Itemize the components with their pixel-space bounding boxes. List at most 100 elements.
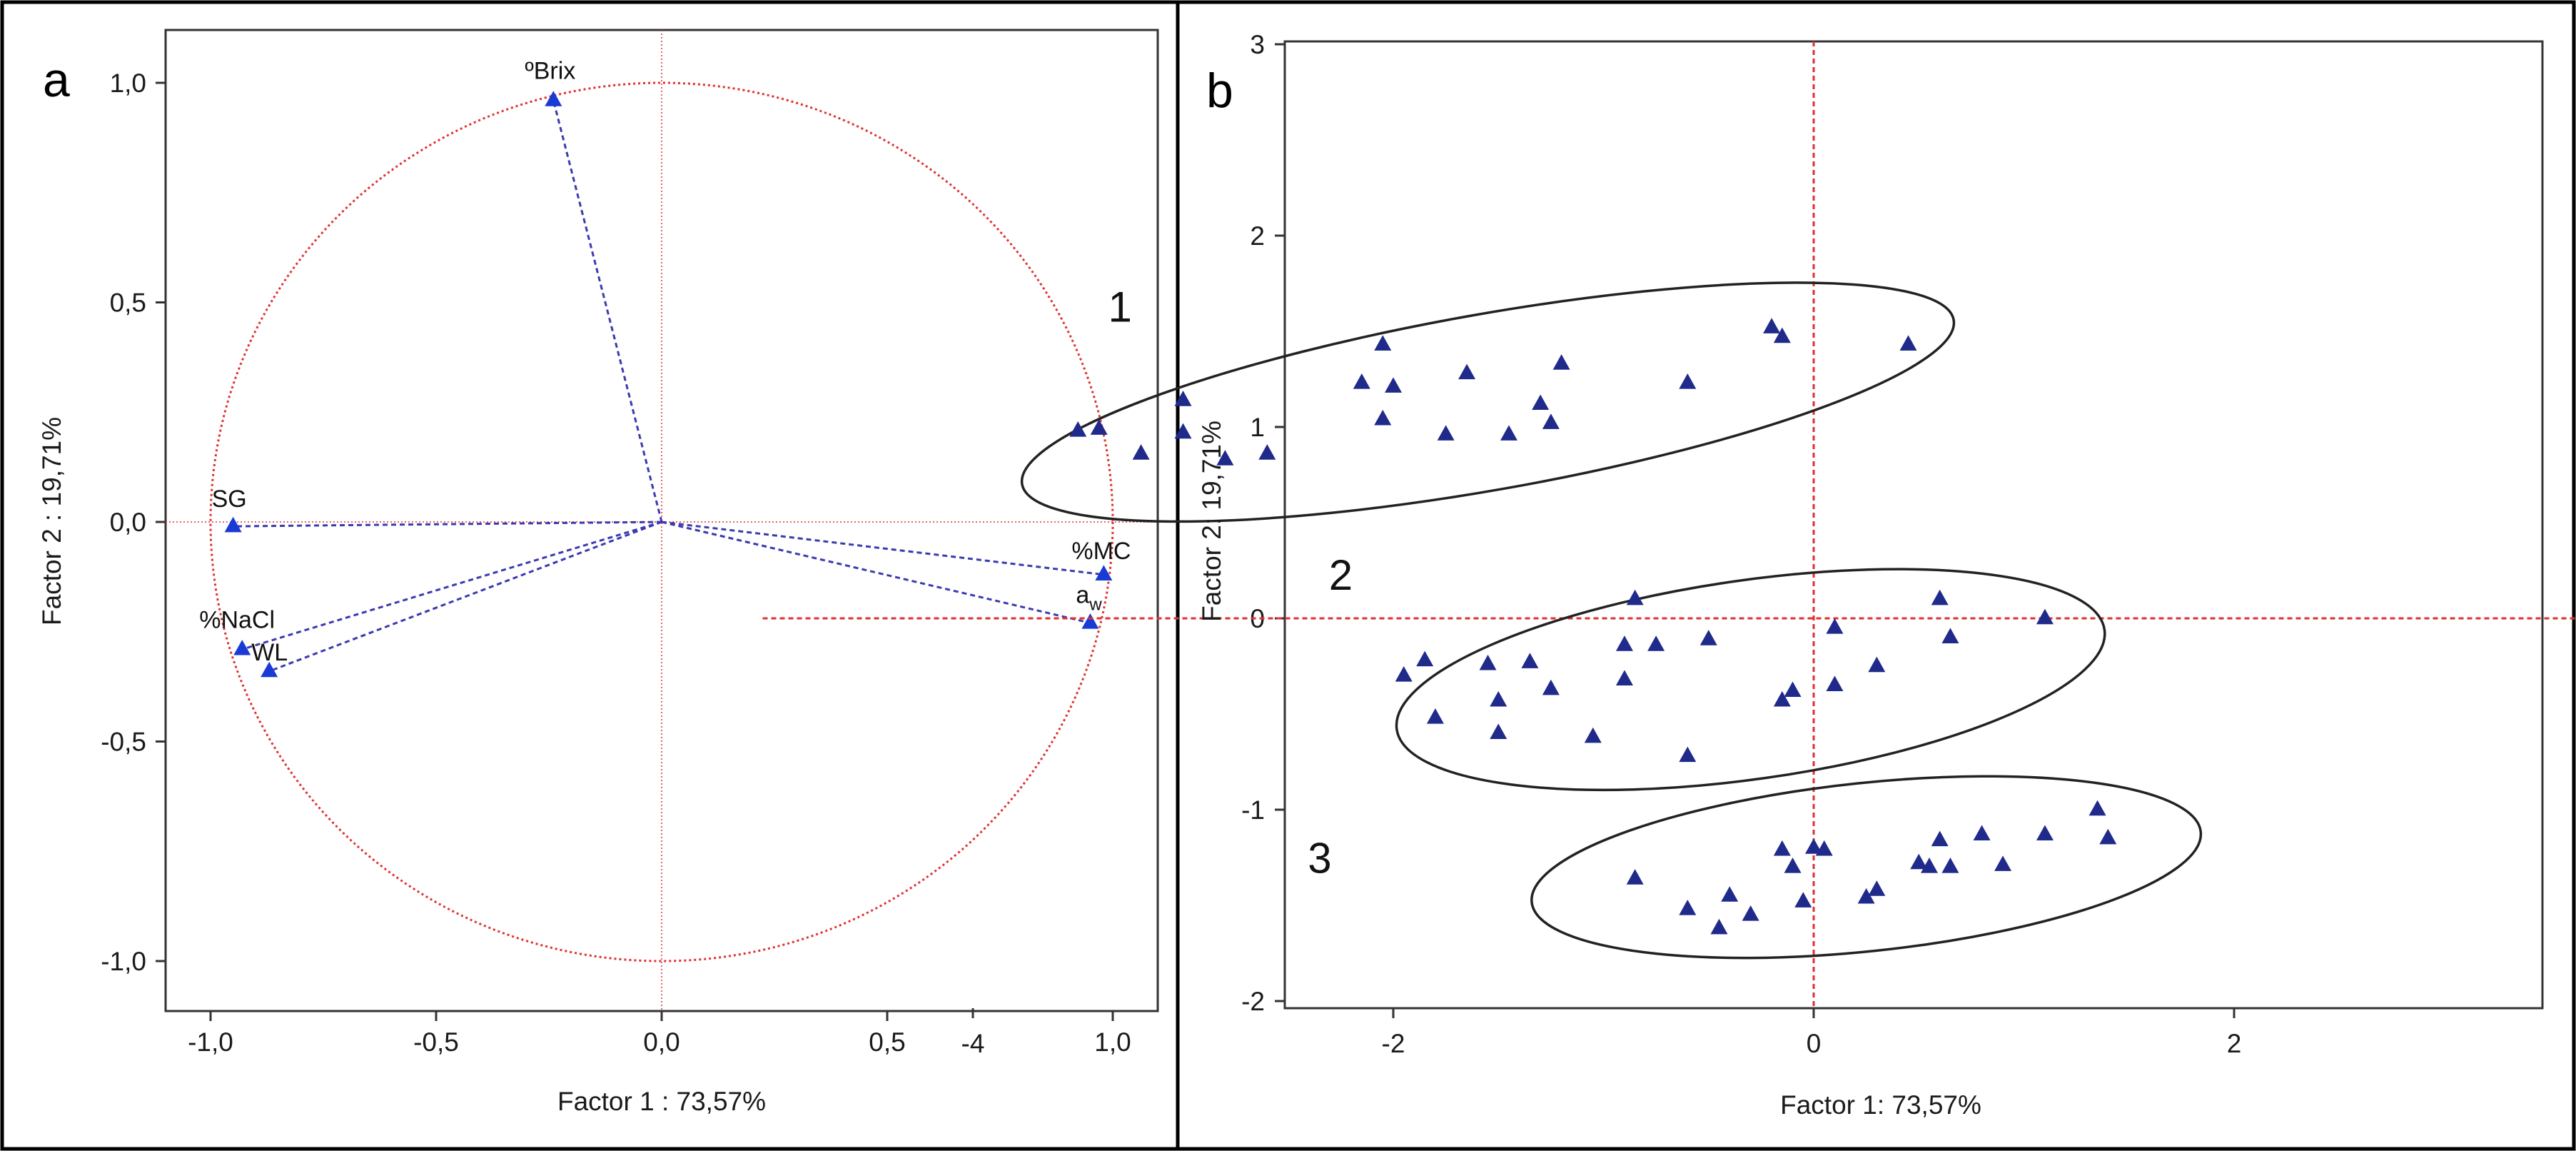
- variable-label: %NaCl: [199, 606, 275, 633]
- loading-vector: [233, 521, 662, 528]
- score-marker: [1868, 880, 1886, 896]
- score-marker: [1973, 825, 1991, 841]
- x-tick-label: -0,5: [413, 1027, 459, 1057]
- x-tick-label: -2: [1382, 1029, 1405, 1058]
- panel-b-y-axis-title: Factor 2: 19,71%: [1197, 421, 1226, 622]
- score-marker: [1490, 690, 1507, 707]
- score-marker: [1899, 335, 1917, 351]
- loading-marker: [224, 516, 242, 533]
- score-marker: [1941, 858, 1959, 873]
- score-marker: [1615, 670, 1633, 685]
- loading-marker: [233, 639, 251, 655]
- panel-a-x-axis-title: Factor 1 : 73,57%: [557, 1087, 766, 1116]
- cluster-label: 1: [1108, 283, 1131, 331]
- x-tick-label: 2: [2227, 1029, 2242, 1058]
- y-tick-label: 0: [1250, 604, 1265, 633]
- score-marker: [1490, 723, 1507, 740]
- cluster-ellipse: [1020, 281, 1956, 523]
- score-marker: [1216, 450, 1234, 466]
- score-marker: [1773, 690, 1791, 707]
- variable-label: %MC: [1071, 538, 1131, 565]
- score-marker: [1784, 858, 1802, 873]
- panel-b-plot-frame: [1283, 40, 2544, 1010]
- score-marker: [1385, 377, 1402, 393]
- y-tick-label: 0,0: [110, 508, 146, 537]
- cluster-3: 3: [1308, 775, 2203, 960]
- x-tick-label: -4: [961, 1029, 985, 1058]
- score-marker: [1426, 708, 1444, 724]
- score-marker: [1763, 318, 1781, 333]
- loading-vector: [552, 100, 663, 523]
- panel-b-reference-lines: [762, 41, 2576, 1008]
- loading-vector: [661, 521, 1104, 576]
- score-marker: [1784, 681, 1802, 698]
- x-tick-label: 0: [1807, 1029, 1822, 1058]
- score-marker: [1931, 589, 1949, 605]
- panel-a-x-ticks: -1,0 -0,5 0,0 0,5 1,0: [188, 1011, 1131, 1057]
- score-marker: [1815, 840, 1833, 856]
- score-marker: [1794, 892, 1812, 908]
- score-marker: [1521, 653, 1539, 668]
- score-marker: [1542, 679, 1560, 695]
- score-marker: [1532, 394, 1550, 411]
- y-tick-label: -0,5: [101, 728, 146, 757]
- score-marker: [1395, 666, 1413, 682]
- loading-vector: [661, 521, 1091, 624]
- y-tick-label: 2: [1250, 221, 1265, 251]
- score-marker: [1647, 635, 1665, 651]
- panel-a-y-ticks: 1,0 0,5 0,0 -0,5 -1,0: [101, 69, 166, 976]
- panel-b-x-axis-title: Factor 1: 73,57%: [1780, 1090, 1981, 1120]
- score-marker: [1353, 373, 1370, 389]
- loading-marker: [1095, 565, 1113, 581]
- score-marker: [1920, 858, 1938, 873]
- x-tick-label: 0,5: [869, 1027, 905, 1057]
- score-marker: [1994, 855, 2012, 871]
- cluster-label: 2: [1329, 551, 1353, 599]
- y-tick-label: -1: [1241, 795, 1265, 825]
- score-marker: [1805, 838, 1822, 854]
- y-tick-label: 1,0: [110, 69, 146, 98]
- variable-label: WL: [251, 639, 288, 666]
- panel-a-letter: a: [43, 53, 70, 107]
- variable-label: SG: [212, 486, 247, 513]
- score-marker: [1679, 899, 1697, 915]
- score-marker: [1679, 746, 1697, 763]
- cluster-1: 1: [1020, 281, 1956, 523]
- loading-marker: [1081, 613, 1099, 629]
- score-marker: [1699, 630, 1717, 645]
- panel-a-y-axis-title: Factor 2 : 19,71%: [37, 417, 66, 625]
- variable-label: ºBrix: [525, 58, 575, 85]
- score-marker: [2088, 800, 2106, 816]
- score-marker: [1132, 444, 1150, 460]
- panel-b-x-ticks: -4-20246: [961, 1008, 2242, 1058]
- score-marker: [1710, 918, 1728, 935]
- score-marker: [1826, 618, 1844, 634]
- score-marker: [1552, 354, 1570, 370]
- panel-a: a -1,0 -0,5 0,0 0,5 1,0 1,0 0,5 0,0 -0,5 -1,0 ºB…: [37, 29, 1159, 1116]
- loading-vector: [268, 521, 662, 673]
- score-marker: [1742, 905, 1759, 921]
- score-marker: [1773, 327, 1791, 343]
- score-marker: [1374, 409, 1392, 426]
- score-marker: [1416, 650, 1434, 667]
- score-marker: [1857, 888, 1875, 904]
- y-tick-label: 3: [1250, 30, 1265, 59]
- score-marker: [1626, 589, 1644, 605]
- score-marker: [1174, 423, 1192, 439]
- x-tick-label: -1,0: [188, 1027, 233, 1057]
- score-marker: [1679, 373, 1697, 389]
- x-tick-label: 1,0: [1094, 1027, 1131, 1057]
- panel-b-y-ticks: 3 2 1 0 -1 -2: [1241, 30, 1285, 1016]
- score-marker: [1615, 635, 1633, 651]
- score-marker: [1174, 391, 1192, 406]
- loading-vector: [241, 521, 662, 650]
- cluster-ellipse: [1395, 568, 2106, 792]
- cluster-label: 3: [1308, 834, 1331, 882]
- y-tick-label: -1,0: [101, 947, 146, 976]
- variable-label: aw: [1076, 581, 1102, 614]
- x-tick-label: 0,0: [643, 1027, 680, 1057]
- panel-a-vectors: ºBrix SG %NaCl WL %MC aw: [199, 58, 1131, 678]
- score-marker: [1500, 425, 1517, 441]
